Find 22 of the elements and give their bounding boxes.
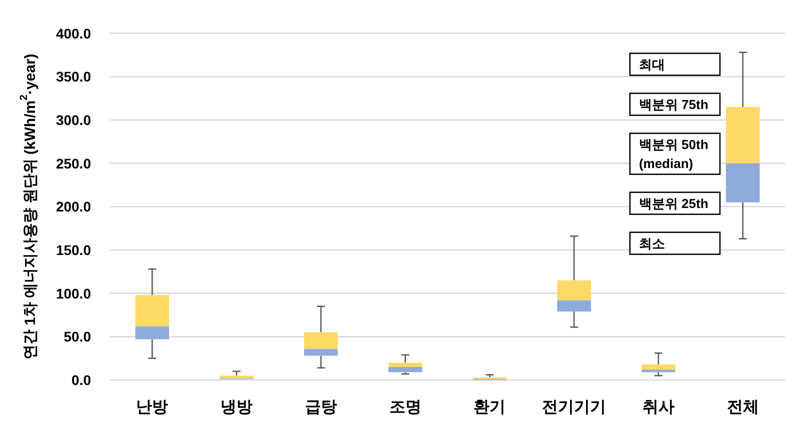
y-tick-label: 100.0 [56, 285, 92, 302]
y-tick-label: 150.0 [56, 242, 92, 258]
y-tick-label: 200.0 [56, 198, 92, 215]
annotation: 백분위 50th (median) [638, 136, 708, 171]
annotation: 백분위 25th [638, 196, 708, 211]
x-tick-label: 급탕 [304, 398, 337, 416]
y-tick-label: 50.0 [64, 328, 92, 345]
y-tick-label: 300.0 [56, 112, 92, 128]
x-tick-label: 냉방 [220, 398, 253, 416]
x-tick-label: 전체 [726, 398, 759, 416]
x-tick-label: 취사 [642, 398, 674, 416]
x-tick-label: 전기기기 [542, 398, 606, 416]
x-tick-label: 환기 [474, 398, 506, 416]
y-tick-label: 250.0 [56, 155, 92, 172]
y-tick-label: 400.0 [56, 25, 92, 42]
x-tick-label: 조명 [389, 398, 422, 416]
annotation: 백분위 75th [638, 96, 708, 112]
y-tick-label: 350.0 [56, 68, 92, 85]
annotation: 최소 [638, 236, 665, 251]
annotation: 최대 [638, 56, 665, 72]
x-tick-label: 난방 [136, 398, 168, 416]
y-tick-label: 0.0 [72, 372, 92, 388]
